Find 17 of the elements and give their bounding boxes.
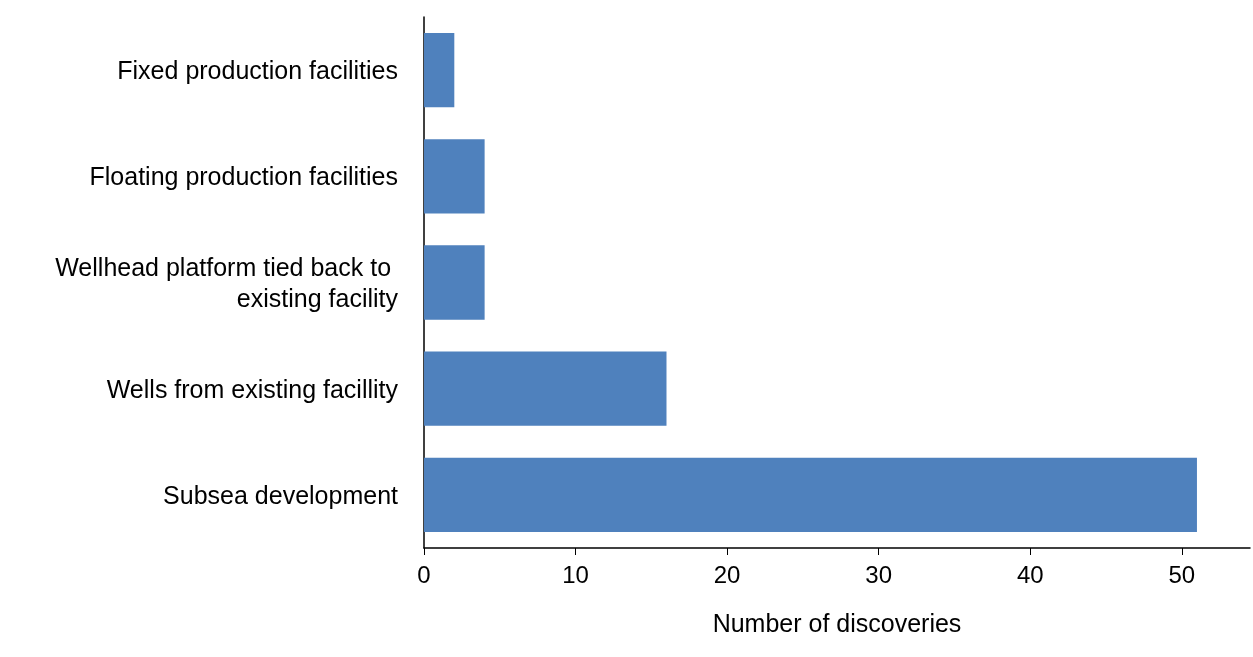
x-tick-label: 40 [1016,560,1044,588]
x-tick-label: 10 [562,560,589,588]
y-tick-label: Fixed production facilities [117,56,398,85]
x-tick-label: 50 [1168,560,1196,588]
bar [424,139,485,214]
bar [424,457,1197,533]
y-tick-label: Wellhead platform tied back to existing facility [55,253,399,312]
bar [424,245,485,320]
y-tick-label: Wells from existing facillity [106,374,399,403]
x-tick-label: 0 [417,560,431,588]
x-axis-title: Number of discoveries [712,608,962,637]
x-tick-label: 20 [713,560,741,588]
y-tick-label: Subsea development [163,480,399,509]
x-tick-label: 30 [865,560,893,588]
bar [424,351,667,426]
y-tick-label: Floating production facilities [89,162,398,191]
bar [424,32,455,108]
